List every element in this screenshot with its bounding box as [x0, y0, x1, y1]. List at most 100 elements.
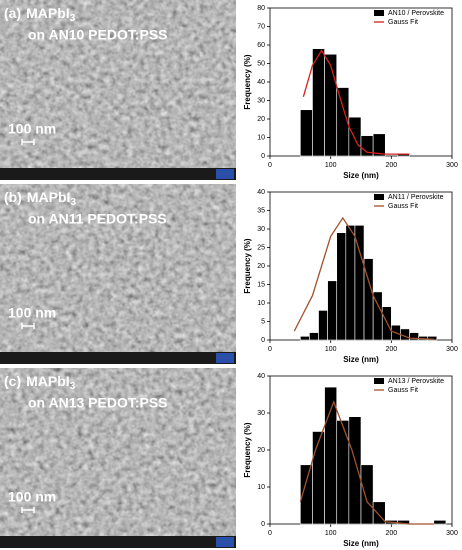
y-tick-label: 40 — [257, 79, 265, 86]
sem-image — [0, 368, 236, 548]
panel-label: (c) MAPbI3 — [4, 373, 76, 392]
histogram-bar — [427, 335, 438, 341]
x-axis-label: Size (nm) — [343, 355, 379, 364]
y-tick-label: 10 — [257, 134, 265, 141]
y-tick-label: 35 — [257, 207, 265, 214]
legend-swatch — [374, 378, 384, 384]
y-tick-label: 80 — [257, 5, 265, 12]
sem-logo — [216, 169, 234, 179]
fit-curve — [302, 49, 410, 155]
histogram-bar — [336, 232, 347, 341]
legend-swatch — [374, 194, 384, 200]
x-tick-label: 200 — [385, 530, 397, 537]
sem-info-bar — [0, 168, 236, 180]
fit-curve — [293, 216, 434, 340]
x-tick-label: 200 — [385, 162, 397, 169]
legend-swatch — [374, 10, 384, 16]
y-tick-label: 5 — [261, 318, 265, 325]
x-tick-label: 100 — [325, 346, 337, 353]
histogram-bar — [300, 109, 313, 157]
panel-letter: (c) — [4, 373, 21, 389]
x-tick-label: 100 — [325, 530, 337, 537]
scale-bar-label: 100 nm — [8, 305, 56, 321]
y-tick-label: 10 — [257, 484, 265, 491]
sem-logo — [216, 537, 234, 547]
y-tick-label: 20 — [257, 447, 265, 454]
y-tick-label: 50 — [257, 60, 265, 67]
y-tick-label: 20 — [257, 116, 265, 123]
scale-bar — [21, 323, 35, 329]
x-axis-label: Size (nm) — [343, 539, 379, 548]
formula: MAPbI — [27, 189, 71, 205]
panel-label: (b) MAPbI3 — [4, 189, 76, 208]
x-axis-label: Size (nm) — [343, 171, 379, 180]
y-axis-label: Frequency (%) — [243, 238, 252, 293]
legend-label: AN11 / Perovskite — [388, 194, 444, 201]
y-tick-label: 15 — [257, 281, 265, 288]
legend-label: Gauss Fit — [388, 387, 418, 394]
legend-label: AN10 / Perovskite — [388, 10, 444, 17]
histogram-bar — [400, 328, 410, 341]
x-tick-label: 200 — [385, 346, 397, 353]
y-tick-label: 0 — [261, 521, 265, 528]
y-tick-label: 40 — [257, 189, 265, 196]
scale-bar — [21, 139, 35, 145]
x-tick-label: 100 — [325, 162, 337, 169]
sem-logo — [216, 353, 234, 363]
histogram-bar — [372, 133, 386, 157]
histogram-bar — [327, 280, 338, 341]
panel-letter: (a) — [4, 5, 21, 21]
histogram-bar — [312, 48, 325, 157]
y-tick-label: 70 — [257, 23, 265, 30]
fit-curve — [299, 400, 434, 525]
histogram-bar — [324, 386, 338, 525]
legend-label: AN13 / Perovskite — [388, 378, 444, 385]
y-axis-label: Frequency (%) — [243, 422, 252, 477]
x-tick-label: 300 — [446, 162, 458, 169]
formula-subscript: 3 — [70, 197, 76, 208]
y-tick-label: 0 — [261, 153, 265, 160]
y-tick-label: 30 — [257, 97, 265, 104]
sem-info-bar — [0, 536, 236, 548]
x-tick-label: 300 — [446, 530, 458, 537]
sem-info-bar — [0, 352, 236, 364]
histogram-bar — [324, 53, 338, 157]
sem-image — [0, 0, 236, 180]
y-tick-label: 40 — [257, 373, 265, 380]
y-tick-label: 30 — [257, 410, 265, 417]
legend-label: Gauss Fit — [388, 203, 418, 210]
y-tick-label: 30 — [257, 226, 265, 233]
y-axis-label: Frequency (%) — [243, 54, 252, 109]
formula-subscript: 3 — [70, 381, 76, 392]
scale-bar-label: 100 nm — [8, 121, 56, 137]
y-tick-label: 20 — [257, 263, 265, 270]
substrate: on AN10 PEDOT:PSS — [28, 27, 168, 43]
histogram-bar — [345, 225, 356, 341]
scale-bar — [21, 507, 35, 513]
sem-image — [0, 184, 236, 364]
histogram-bar — [312, 431, 325, 525]
formula: MAPbI — [26, 373, 70, 389]
scale-bar-label: 100 nm — [8, 489, 56, 505]
histogram-bar — [300, 335, 310, 341]
histogram-bar — [360, 464, 374, 525]
formula: MAPbI — [26, 5, 70, 21]
formula-subscript: 3 — [70, 13, 76, 24]
panel-letter: (b) — [4, 189, 22, 205]
y-tick-label: 10 — [257, 300, 265, 307]
histogram-bar — [348, 416, 362, 525]
x-tick-label: 0 — [268, 346, 272, 353]
y-tick-label: 0 — [261, 337, 265, 344]
x-tick-label: 0 — [268, 530, 272, 537]
histogram-bar — [348, 116, 362, 157]
x-tick-label: 0 — [268, 162, 272, 169]
legend-label: Gauss Fit — [388, 19, 418, 26]
histogram-bar — [318, 310, 328, 341]
panel-label: (a) MAPbI3 — [4, 5, 76, 24]
substrate: on AN13 PEDOT:PSS — [28, 395, 168, 411]
x-tick-label: 300 — [446, 346, 458, 353]
histogram-bar — [433, 519, 447, 525]
substrate: on AN11 PEDOT:PSS — [28, 211, 167, 227]
y-tick-label: 60 — [257, 42, 265, 49]
